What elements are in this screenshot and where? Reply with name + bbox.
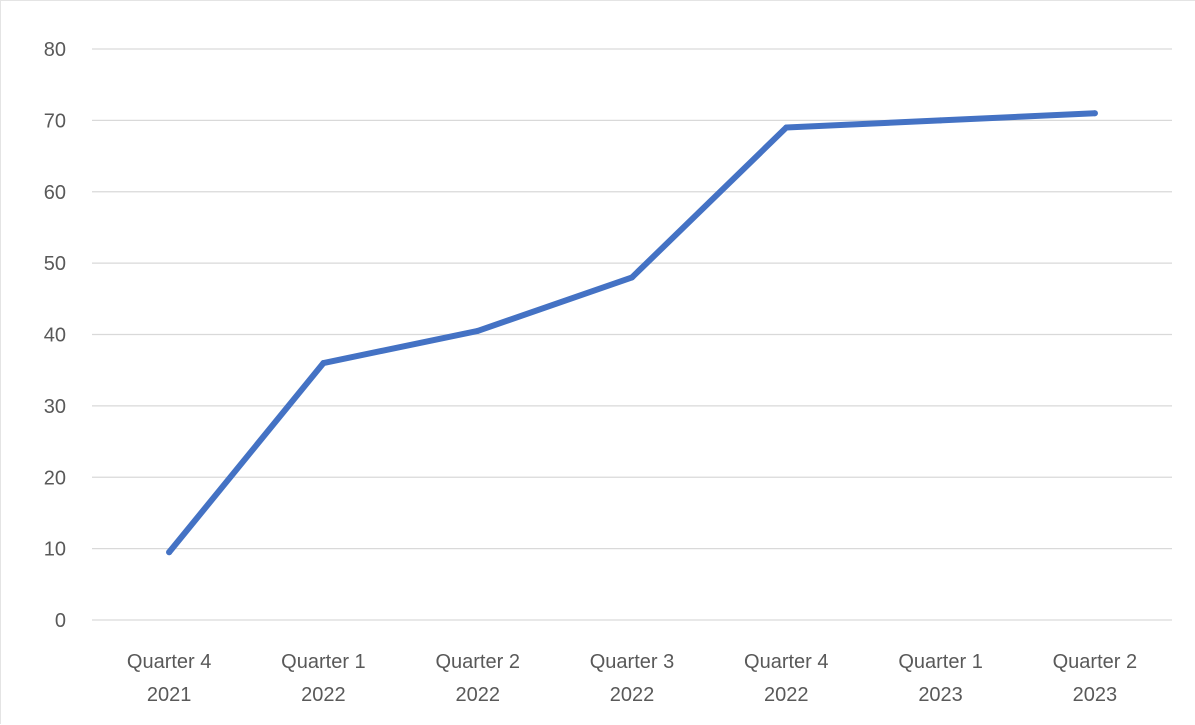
y-tick-label: 0: [55, 610, 66, 632]
data-point: [937, 117, 944, 124]
y-tick-label: 30: [44, 396, 66, 418]
x-tick-label: Quarter 1 2022: [281, 651, 365, 706]
y-tick-label: 20: [44, 467, 66, 489]
data-point: [1091, 110, 1098, 117]
data-point: [320, 360, 327, 367]
y-tick-label: 70: [44, 110, 66, 132]
y-tick-label: 50: [44, 253, 66, 275]
data-point: [166, 549, 173, 556]
y-tick-label: 40: [44, 325, 66, 347]
series-line: [166, 110, 1098, 556]
gridlines: [92, 48, 1172, 621]
x-axis: Quarter 4 2021 Quarter 1 2022 Quarter 2 2022 Q…: [127, 651, 1137, 706]
y-tick-label: 80: [44, 39, 66, 61]
data-point: [783, 124, 790, 131]
y-tick-label: 10: [44, 539, 66, 561]
data-point: [474, 327, 481, 334]
series-layer: [166, 110, 1098, 556]
y-tick-label: 60: [44, 182, 66, 204]
x-tick-label: Quarter 2 2023: [1053, 651, 1137, 706]
x-tick-label: Quarter 1 2023: [898, 651, 982, 706]
x-tick-label: Quarter 4 2021: [127, 651, 211, 706]
y-axis: 0 10 20 30 40 50 60 70 80: [44, 39, 66, 632]
data-point: [629, 274, 635, 281]
x-tick-label: Quarter 4 2022: [744, 651, 828, 706]
x-tick-label: Quarter 2 2022: [435, 651, 519, 706]
x-tick-label: Quarter 3 2022: [590, 651, 674, 706]
